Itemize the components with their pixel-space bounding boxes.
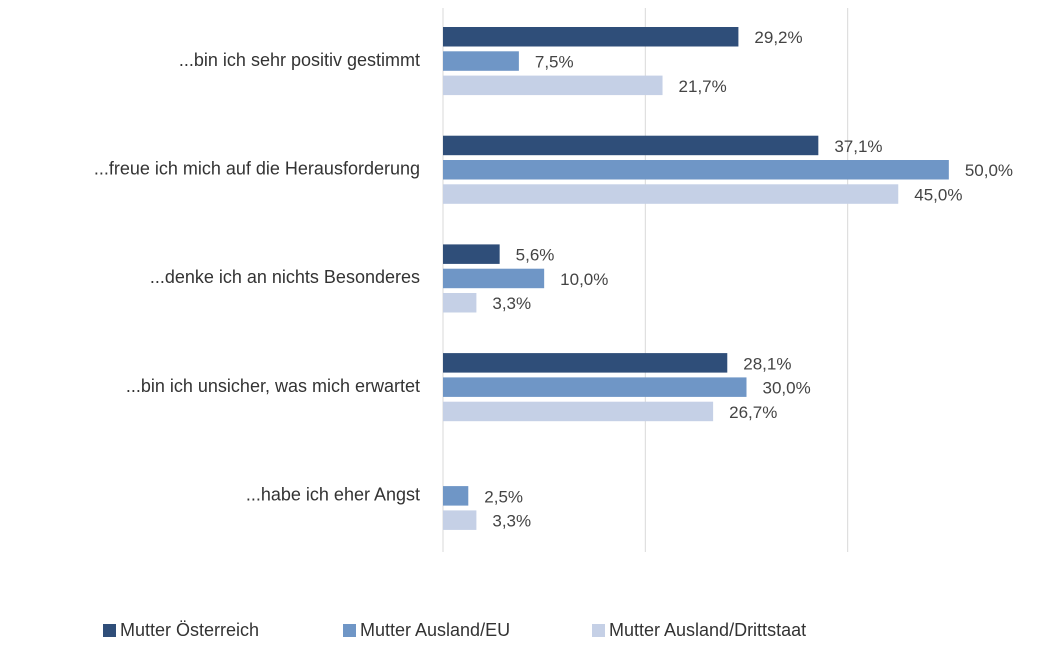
bar — [443, 135, 819, 156]
bar — [443, 184, 899, 204]
bar — [443, 244, 500, 264]
category-label: ...bin ich unsicher, was mich erwartet — [126, 376, 420, 396]
data-label: 37,1% — [834, 137, 882, 156]
legend-swatch — [592, 624, 605, 637]
bar — [443, 353, 728, 373]
bar — [443, 160, 949, 180]
data-label: 10,0% — [560, 270, 608, 289]
data-label: 3,3% — [492, 512, 531, 531]
bar — [443, 293, 477, 313]
data-label: 30,0% — [763, 379, 811, 398]
legend-label: Mutter Ausland/Drittstaat — [609, 620, 806, 640]
bar — [443, 510, 477, 530]
data-label: 29,2% — [754, 28, 802, 47]
category-label: ...denke ich an nichts Besonderes — [150, 267, 420, 287]
data-label: 7,5% — [535, 53, 574, 72]
legend-swatch — [103, 624, 116, 637]
bar — [443, 51, 519, 71]
category-label: ...freue ich mich auf die Herausforderun… — [94, 159, 420, 179]
data-label: 45,0% — [914, 186, 962, 205]
bar — [443, 377, 747, 397]
legend-swatch — [343, 624, 356, 637]
legend-label: Mutter Ausland/EU — [360, 620, 510, 640]
category-label: ...bin ich sehr positiv gestimmt — [179, 50, 420, 70]
data-label: 26,7% — [729, 403, 777, 422]
bar — [443, 75, 663, 96]
bar — [443, 401, 714, 422]
data-label: 2,5% — [484, 487, 523, 506]
bar — [443, 486, 469, 506]
data-label: 21,7% — [679, 77, 727, 96]
bar — [443, 27, 739, 47]
category-label: ...habe ich eher Angst — [246, 485, 420, 505]
data-label: 50,0% — [965, 161, 1013, 180]
legend-label: Mutter Österreich — [120, 620, 259, 640]
bar — [443, 268, 545, 289]
data-label: 28,1% — [743, 354, 791, 373]
data-label: 3,3% — [492, 294, 531, 313]
data-label: 5,6% — [516, 246, 555, 265]
